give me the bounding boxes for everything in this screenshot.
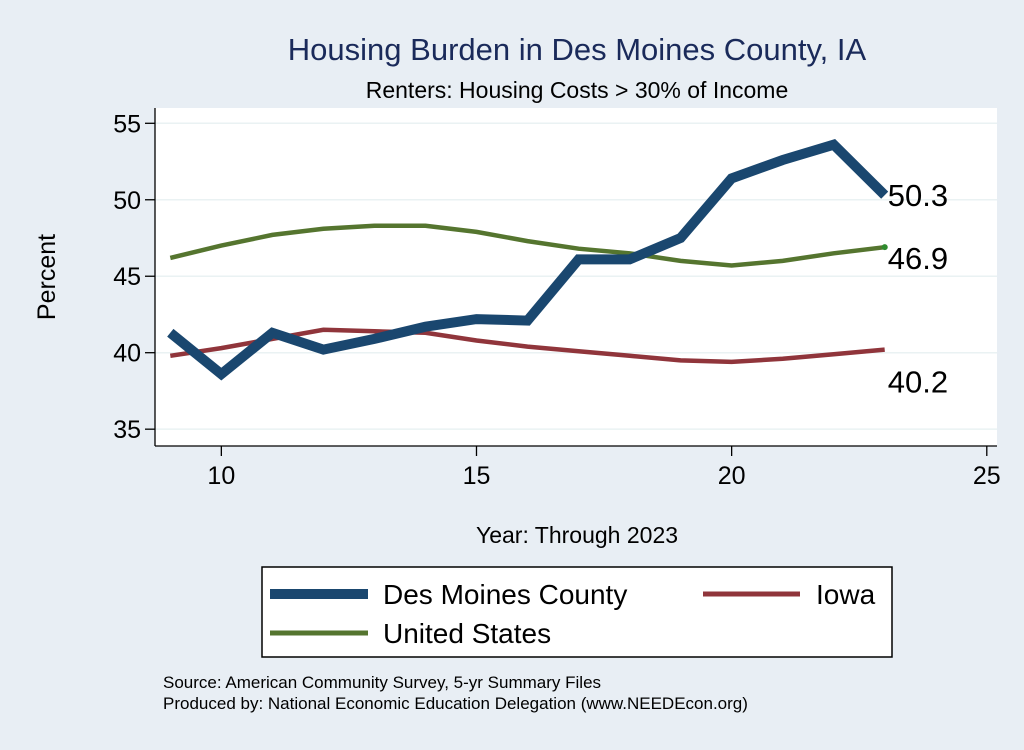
- y-tick-label-55: 55: [113, 110, 141, 138]
- source-note: Source: American Community Survey, 5-yr …: [163, 673, 601, 692]
- x-tick-label-15: 15: [463, 462, 491, 490]
- y-tick-label-50: 50: [113, 187, 141, 215]
- chart-subtitle: Renters: Housing Costs > 30% of Income: [366, 77, 789, 103]
- end-label-des-moines-county: 50.3: [888, 178, 948, 213]
- plot-area: [155, 108, 997, 446]
- x-tick-label-25: 25: [973, 462, 1001, 490]
- legend-label-united-states: United States: [383, 618, 551, 649]
- y-tick-label-40: 40: [113, 340, 141, 368]
- end-label-united-states: 46.9: [888, 241, 948, 276]
- legend-label-iowa: Iowa: [816, 579, 876, 610]
- y-tick-label-45: 45: [113, 263, 141, 291]
- y-tick-label-35: 35: [113, 416, 141, 444]
- x-tick-label-20: 20: [718, 462, 746, 490]
- chart-title: Housing Burden in Des Moines County, IA: [288, 32, 867, 67]
- legend: Des Moines County Iowa United States: [262, 567, 892, 657]
- legend-label-des-moines-county: Des Moines County: [383, 579, 627, 610]
- producer-note: Produced by: National Economic Education…: [163, 694, 748, 713]
- x-tick-label-10: 10: [207, 462, 235, 490]
- x-axis-label: Year: Through 2023: [476, 522, 678, 548]
- end-label-iowa: 40.2: [888, 365, 948, 400]
- y-axis-label: Percent: [33, 234, 61, 320]
